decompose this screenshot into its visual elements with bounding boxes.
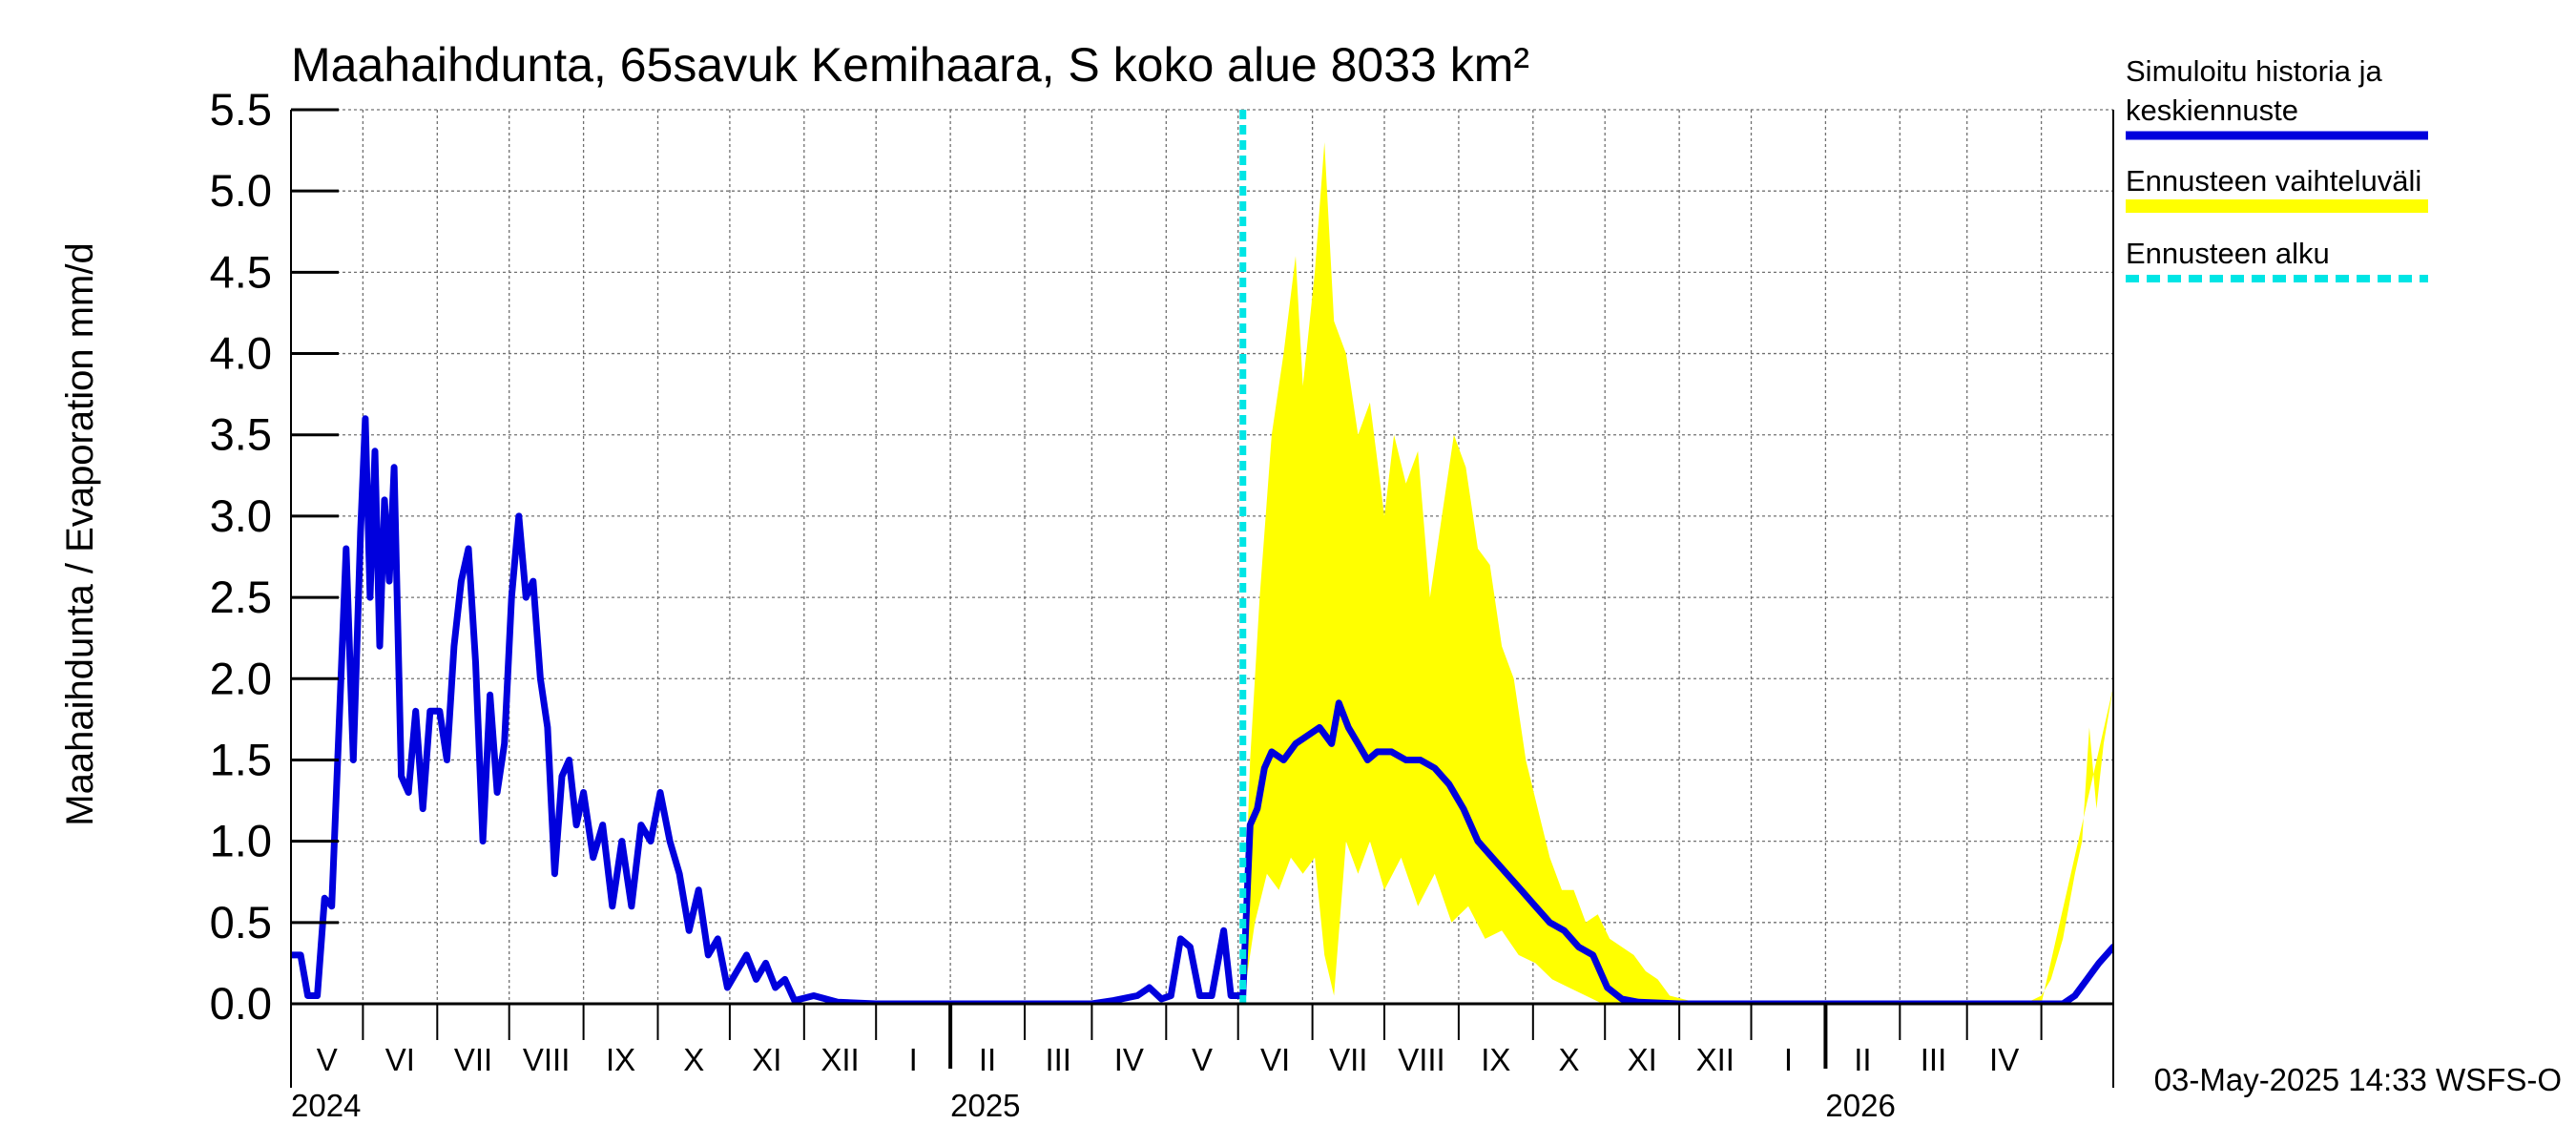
series-line	[291, 415, 2113, 1004]
month-label: IX	[606, 1042, 635, 1077]
grid	[291, 109, 2113, 1004]
y-tick-label: 3.5	[210, 409, 272, 460]
forecast-range-band	[1242, 142, 2113, 1004]
y-axis-label: Maahaihdunta / Evaporation mm/d	[59, 242, 101, 825]
legend: Simuloitu historia ja keskiennuste Ennuste…	[2126, 54, 2428, 282]
month-label: XI	[752, 1042, 781, 1077]
month-label: IV	[1989, 1042, 2019, 1077]
month-label: VI	[1260, 1042, 1290, 1077]
month-label: I	[1784, 1042, 1793, 1077]
month-label: III	[1921, 1042, 1947, 1077]
forecast-range-area	[1242, 142, 2113, 1004]
footer-timestamp: 03-May-2025 14:33 WSFS-O	[2154, 1062, 2562, 1097]
month-label: III	[1045, 1042, 1071, 1077]
y-tick-label: 1.5	[210, 734, 272, 784]
month-label: II	[979, 1042, 996, 1077]
y-tick-label: 0.0	[210, 978, 272, 1029]
month-label: VIII	[523, 1042, 571, 1077]
legend-label: keskiennuste	[2126, 94, 2298, 127]
y-tick-label: 3.0	[210, 490, 272, 541]
year-label: 2025	[950, 1088, 1020, 1123]
month-label: XII	[1696, 1042, 1735, 1077]
month-label: V	[317, 1042, 338, 1077]
axes	[290, 108, 2114, 1088]
chart-title: Maahaihdunta, 65savuk Kemihaara, S koko …	[291, 38, 1529, 92]
y-tick-label: 1.0	[210, 816, 272, 866]
month-label: II	[1854, 1042, 1871, 1077]
series-lines	[291, 415, 2113, 1004]
month-label: VI	[385, 1042, 415, 1077]
month-label: VII	[454, 1042, 492, 1077]
month-label: X	[1559, 1042, 1580, 1077]
year-label: 2024	[291, 1088, 361, 1123]
y-tick-label: 4.0	[210, 328, 272, 379]
month-label: VII	[1329, 1042, 1367, 1077]
y-tick-labels: 0.0 0.5 1.0 1.5 2.0 2.5 3.0 3.5 4.0 4.5 5.0 5.5	[210, 84, 272, 1029]
month-label: XII	[821, 1042, 859, 1077]
x-tick-labels: V VI VII VIII IX X XI XII I II III IV V VI VII VIII IX X X…	[291, 1042, 2019, 1123]
y-tick-label: 2.5	[210, 572, 272, 622]
month-label: VIII	[1398, 1042, 1445, 1077]
legend-label: Ennusteen vaihteluväli	[2126, 164, 2421, 198]
legend-label: Ennusteen alku	[2126, 237, 2330, 270]
y-tick-label: 4.5	[210, 246, 272, 297]
y-tick-label: 5.0	[210, 165, 272, 216]
legend-label: Simuloitu historia ja	[2126, 54, 2383, 88]
year-label: 2026	[1825, 1088, 1895, 1123]
month-label: IX	[1481, 1042, 1510, 1077]
month-label: IV	[1114, 1042, 1144, 1077]
month-label: I	[909, 1042, 918, 1077]
y-tick-label: 0.5	[210, 897, 272, 947]
y-tick-label: 5.5	[210, 84, 272, 135]
month-label: X	[683, 1042, 704, 1077]
month-label: XI	[1628, 1042, 1657, 1077]
month-label: V	[1192, 1042, 1213, 1077]
y-tick-label: 2.0	[210, 653, 272, 703]
